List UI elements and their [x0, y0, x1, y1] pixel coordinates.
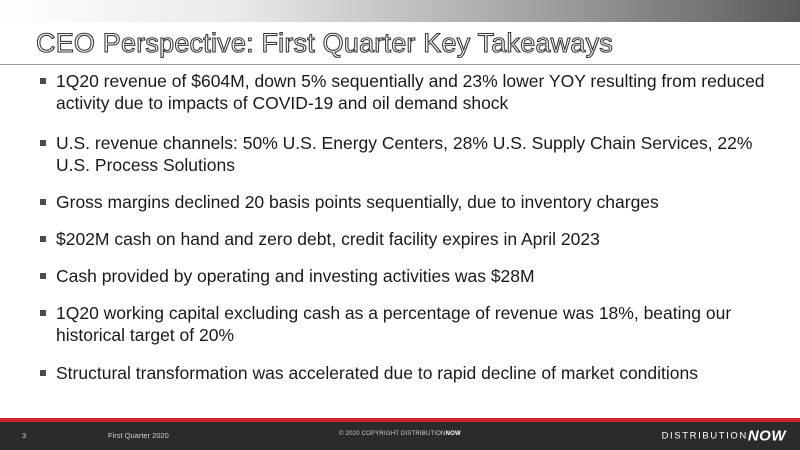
bullet-item: Gross margins declined 20 basis points s… [40, 191, 780, 213]
logo-distribution: DISTRIBUTION [661, 430, 748, 442]
footer-bar: 3 First Quarter 2020 © 2020 COPYRIGHT DI… [0, 422, 800, 450]
bullet-item: 1Q20 working capital excluding cash as a… [40, 302, 780, 346]
footer-accent-stripe [0, 418, 800, 422]
bullet-item: $202M cash on hand and zero debt, credit… [40, 228, 780, 250]
copyright-notice: © 2020 COPYRIGHT DISTRIBUTIONNOW [0, 431, 800, 437]
logo-now: NOW [747, 427, 786, 445]
footer-period: First Quarter 2020 [108, 431, 169, 440]
bullet-text: 1Q20 revenue of $604M, down 5% sequentia… [56, 71, 765, 113]
square-bullet-icon [40, 199, 46, 205]
copyright-text: © 2020 COPYRIGHT DISTRIBUTION [339, 431, 446, 437]
bullet-text: Structural transformation was accelerate… [56, 363, 698, 383]
copyright-brand: NOW [445, 431, 461, 437]
bullet-item: U.S. revenue channels: 50% U.S. Energy C… [40, 132, 780, 176]
square-bullet-icon [40, 273, 46, 279]
square-bullet-icon [40, 236, 46, 242]
bullet-item: Cash provided by operating and investing… [40, 265, 780, 287]
bullet-text: 1Q20 working capital excluding cash as a… [56, 303, 732, 345]
bullet-text: Cash provided by operating and investing… [56, 266, 535, 286]
bullet-text: Gross margins declined 20 basis points s… [56, 192, 659, 212]
square-bullet-icon [40, 140, 46, 146]
page-number: 3 [22, 431, 27, 440]
title-divider [0, 64, 800, 65]
square-bullet-icon [40, 370, 46, 376]
square-bullet-icon [40, 78, 46, 84]
bullet-item: 1Q20 revenue of $604M, down 5% sequentia… [40, 70, 780, 114]
square-bullet-icon [40, 310, 46, 316]
bullet-item: Structural transformation was accelerate… [40, 362, 780, 384]
header-gradient-bar [0, 0, 800, 22]
slide-title: CEO Perspective: First Quarter Key Takea… [35, 27, 613, 58]
company-logo: DISTRIBUTIONNOW [662, 427, 786, 445]
bullet-list: 1Q20 revenue of $604M, down 5% sequentia… [40, 70, 780, 384]
bullet-text: $202M cash on hand and zero debt, credit… [56, 229, 600, 249]
bullet-text: U.S. revenue channels: 50% U.S. Energy C… [56, 133, 753, 175]
